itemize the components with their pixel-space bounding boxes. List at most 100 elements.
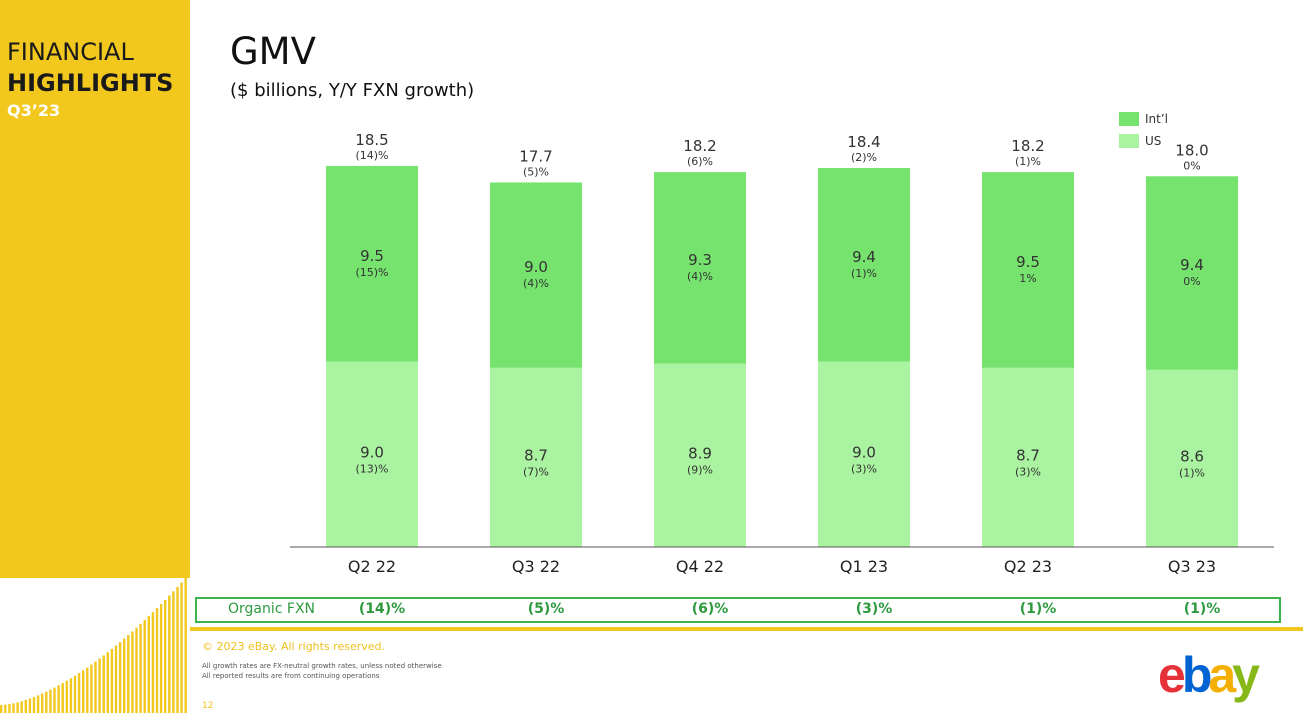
sidebar-stripe bbox=[180, 582, 183, 713]
logo-letter-a: a bbox=[1208, 647, 1236, 703]
total-label: 18.0 bbox=[1175, 141, 1208, 159]
data-label-intl: 9.0 bbox=[524, 258, 548, 276]
chart-legend: Int’l US bbox=[1119, 108, 1168, 152]
total-growth-label: (14)% bbox=[355, 149, 388, 162]
bar-intl bbox=[818, 168, 910, 362]
sidebar-stripe bbox=[135, 627, 138, 713]
growth-label-us: (7)% bbox=[523, 465, 549, 478]
organic-fxn-value: (1)% bbox=[1183, 601, 1221, 617]
data-label-us: 9.0 bbox=[360, 443, 384, 461]
growth-label-us: (3)% bbox=[1015, 465, 1041, 478]
bar-intl bbox=[982, 172, 1074, 368]
sidebar: FINANCIAL HIGHLIGHTS Q3’23 bbox=[0, 0, 190, 713]
sidebar-stripe bbox=[36, 695, 40, 713]
x-tick-label: Q3 22 bbox=[512, 557, 560, 576]
sidebar-title-line1: FINANCIAL bbox=[7, 38, 134, 66]
bar-intl bbox=[326, 165, 418, 362]
legend-label-us: US bbox=[1145, 134, 1162, 148]
total-label: 18.4 bbox=[847, 133, 880, 151]
growth-label-us: (13)% bbox=[355, 462, 388, 475]
sidebar-stripe bbox=[118, 642, 122, 713]
data-label-us: 8.6 bbox=[1180, 447, 1204, 465]
sidebar-stripe bbox=[102, 655, 105, 713]
data-label-intl: 9.5 bbox=[1016, 253, 1040, 271]
bar-us bbox=[818, 361, 910, 547]
growth-label-intl: (1)% bbox=[851, 267, 877, 280]
ebay-logo: ebay bbox=[1158, 647, 1260, 703]
bar-us bbox=[654, 363, 746, 547]
sidebar-title-line2: HIGHLIGHTS bbox=[7, 69, 174, 97]
total-growth-label: (2)% bbox=[851, 151, 877, 164]
bar-us bbox=[326, 361, 418, 547]
legend-item-us: US bbox=[1119, 130, 1168, 152]
sidebar-stripe bbox=[184, 578, 187, 713]
bar-us bbox=[1146, 369, 1238, 547]
total-label: 18.2 bbox=[683, 137, 716, 155]
sidebar-stripe bbox=[131, 631, 134, 713]
growth-label-us: (1)% bbox=[1179, 466, 1205, 479]
data-label-us: 8.9 bbox=[688, 444, 712, 462]
sidebar-stripe bbox=[168, 595, 171, 713]
growth-label-intl: (4)% bbox=[687, 270, 713, 283]
page-number: 12 bbox=[202, 701, 214, 711]
growth-label-us: (9)% bbox=[687, 463, 713, 476]
sidebar-stripe bbox=[16, 702, 19, 713]
growth-label-intl: 1% bbox=[1019, 272, 1036, 285]
data-label-us: 8.7 bbox=[1016, 446, 1040, 464]
data-label-intl: 9.3 bbox=[688, 251, 712, 269]
growth-label-intl: (15)% bbox=[355, 266, 388, 279]
sidebar-stripe bbox=[45, 691, 48, 713]
organic-fxn-row bbox=[195, 597, 1281, 623]
legend-item-intl: Int’l bbox=[1119, 108, 1168, 130]
sidebar-stripe bbox=[98, 658, 101, 713]
logo-letter-y: y bbox=[1232, 647, 1260, 703]
sidebar-stripe bbox=[69, 678, 73, 713]
x-tick-label: Q4 22 bbox=[676, 557, 724, 576]
sidebar-stripe bbox=[159, 603, 163, 713]
data-label-intl: 9.4 bbox=[1180, 256, 1204, 274]
sidebar-title: FINANCIAL HIGHLIGHTS Q3’23 bbox=[7, 37, 173, 123]
bar-intl bbox=[1146, 176, 1238, 370]
sidebar-stripe bbox=[32, 696, 36, 713]
bar-intl bbox=[654, 172, 746, 364]
x-tick-label: Q1 23 bbox=[840, 557, 888, 576]
logo-letter-b: b bbox=[1181, 647, 1212, 703]
sidebar-stripe bbox=[123, 638, 126, 713]
total-growth-label: (1)% bbox=[1015, 155, 1041, 168]
data-label-us: 8.7 bbox=[524, 446, 548, 464]
sidebar-stripe bbox=[82, 670, 85, 713]
sidebar-stripe bbox=[24, 699, 27, 713]
legend-swatch-intl bbox=[1119, 112, 1139, 126]
logo-letter-e: e bbox=[1158, 647, 1186, 703]
organic-fxn-value: (6)% bbox=[691, 601, 729, 617]
sidebar-stripe bbox=[20, 701, 23, 713]
sidebar-stripe bbox=[49, 689, 52, 713]
sidebar-stripe bbox=[176, 586, 179, 713]
x-tick-label: Q2 22 bbox=[348, 557, 396, 576]
data-label-intl: 9.4 bbox=[852, 248, 876, 266]
sidebar-stripe bbox=[151, 612, 155, 713]
sidebar-title-quarter: Q3’23 bbox=[7, 101, 61, 120]
sidebar-stripe bbox=[8, 704, 11, 713]
sidebar-stripe bbox=[73, 675, 77, 713]
sidebar-stripe bbox=[164, 599, 167, 713]
footnote-growth-rates: All growth rates are FX-neutral growth r… bbox=[202, 662, 442, 670]
sidebar-stripe bbox=[147, 616, 150, 713]
sidebar-stripe bbox=[127, 635, 130, 713]
page-subtitle: ($ billions, Y/Y FXN growth) bbox=[230, 80, 475, 101]
data-label-us: 9.0 bbox=[852, 443, 876, 461]
sidebar-stripe bbox=[172, 591, 175, 713]
sidebar-stripe bbox=[155, 608, 159, 713]
copyright: © 2023 eBay. All rights reserved. bbox=[202, 640, 386, 653]
total-growth-label: 0% bbox=[1183, 159, 1200, 172]
sidebar-stripe bbox=[86, 667, 89, 713]
total-growth-label: (6)% bbox=[687, 155, 713, 168]
total-growth-label: (5)% bbox=[523, 165, 549, 178]
organic-fxn-value: (5)% bbox=[527, 601, 565, 617]
sidebar-stripe bbox=[4, 704, 7, 713]
bar-us bbox=[982, 367, 1074, 547]
bar-intl bbox=[490, 182, 582, 368]
sidebar-stripe bbox=[143, 620, 146, 713]
sidebar-stripe bbox=[139, 623, 142, 713]
